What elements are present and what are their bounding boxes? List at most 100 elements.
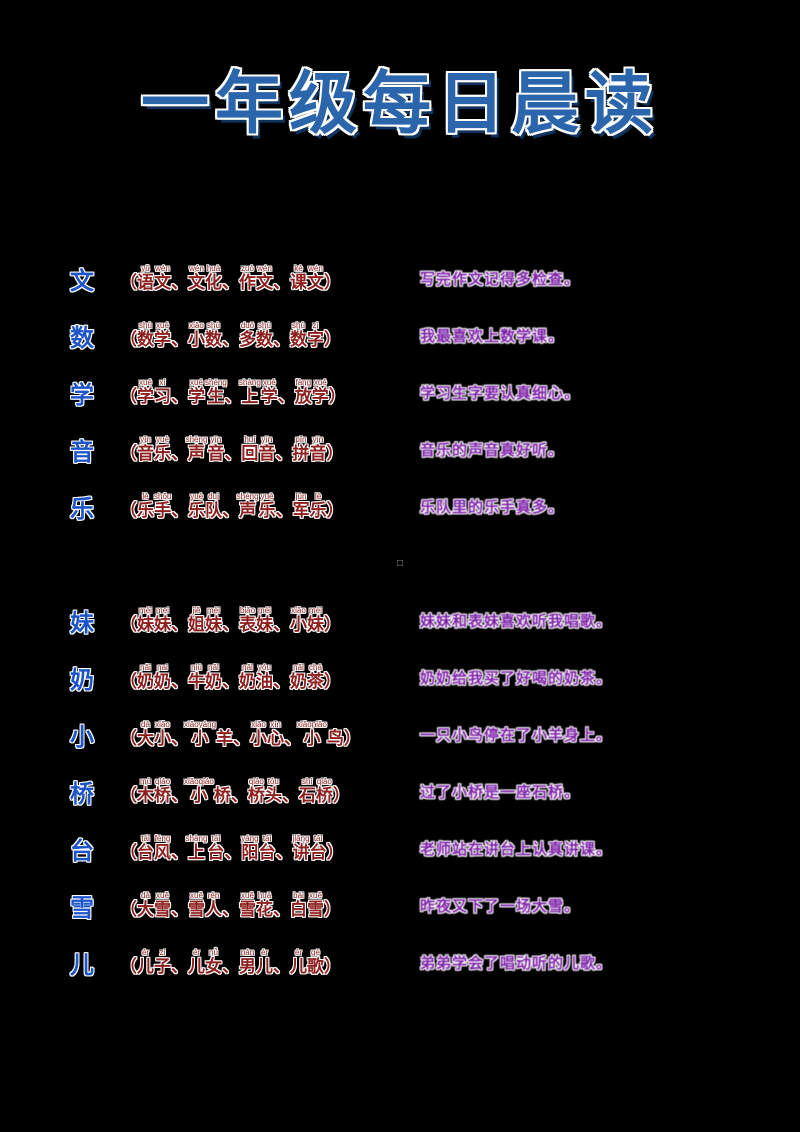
row-char: 妹 bbox=[70, 610, 94, 637]
pinyin: yuè bbox=[154, 435, 171, 444]
word-separator: 、 bbox=[171, 330, 188, 349]
word-char: 奶nǎi bbox=[205, 663, 222, 691]
word-separator: 、 bbox=[222, 615, 239, 634]
word-char: 妹mei bbox=[154, 606, 171, 634]
rows-container: 文（语yǔ文wén、文wén化huà、作zuò文wén、课kè文wén） 写完作文… bbox=[0, 250, 800, 991]
word-separator: 、 bbox=[171, 672, 188, 691]
word: 小xiǎoqiáo桥 bbox=[184, 777, 231, 805]
word: 上shàng台tái bbox=[186, 834, 225, 862]
word: 放fàng学xué bbox=[295, 378, 329, 406]
vocab-row: 小（大dà小xiǎo、小xiǎoyáng羊、小xiǎo心xīn、小xiǎoniǎ… bbox=[0, 706, 800, 763]
word-char: 桥 bbox=[213, 786, 231, 805]
word: 回huí音yīn bbox=[241, 435, 275, 463]
pinyin: wén bbox=[256, 264, 273, 273]
word-char: 头tóu bbox=[264, 777, 282, 805]
pinyin: shí bbox=[298, 777, 316, 786]
word-char: 桥qiáo bbox=[154, 777, 171, 805]
word-char: 声shēng bbox=[236, 492, 259, 520]
word-separator: 、 bbox=[224, 444, 242, 463]
pinyin: zì bbox=[307, 321, 324, 330]
pinyin: jiǎng bbox=[292, 834, 310, 843]
word-group: （学xué习xí、学xué生shēng、上shàng学xué、放fàng学xué… bbox=[120, 378, 420, 407]
pinyin: kè bbox=[290, 264, 307, 273]
pinyin: yáng bbox=[241, 834, 259, 843]
word: 军jūn乐lè bbox=[293, 492, 327, 520]
word-group: （音yīn乐yuè、声shēng音yīn、回huí音yīn、拼pīn音yīn） bbox=[120, 435, 420, 464]
vocab-row: 文（语yǔ文wén、文wén化huà、作zuò文wén、课kè文wén） 写完作文… bbox=[0, 250, 800, 307]
vocab-row: 乐（乐lè手shǒu、乐yuè队duì、声shēng乐yuè、军jūn乐lè）乐… bbox=[0, 478, 800, 535]
open-paren: （ bbox=[120, 672, 137, 691]
word: 石shí桥qiáo bbox=[299, 777, 333, 805]
pinyin: qiáo bbox=[247, 777, 265, 786]
word: 牛niú奶nǎi bbox=[188, 663, 222, 691]
pinyin: chá bbox=[307, 663, 324, 672]
word: 奶nǎi奶nai bbox=[137, 663, 171, 691]
row-char: 小 bbox=[70, 724, 94, 751]
word-separator: 、 bbox=[224, 387, 242, 406]
word: 声shēng音yīn bbox=[185, 435, 225, 463]
pinyin: xuě bbox=[154, 891, 171, 900]
word: 上shàng学xué bbox=[239, 378, 278, 406]
word-char: 桥qiáo bbox=[315, 777, 333, 805]
row-char: 音 bbox=[70, 439, 94, 466]
word-char: 儿ér bbox=[290, 948, 307, 976]
pinyin: xiǎoyáng bbox=[184, 720, 217, 729]
word-char: 妹mèi bbox=[307, 606, 324, 634]
word-group: （大dà雪xuě、雪xuě人rén、雪xuě花huā、白bái雪xuě） bbox=[120, 891, 420, 920]
pinyin: yīn bbox=[258, 435, 276, 444]
pinyin: xué bbox=[311, 378, 329, 387]
pinyin: wén bbox=[307, 264, 324, 273]
word: 拼pīn音yīn bbox=[292, 435, 326, 463]
pinyin: mèi bbox=[307, 606, 324, 615]
open-paren: （ bbox=[120, 786, 137, 805]
pinyin: tóu bbox=[264, 777, 282, 786]
word: 大dà小xiǎo bbox=[137, 720, 171, 748]
word-char: 课kè bbox=[290, 264, 307, 292]
word: 学xué习xí bbox=[137, 378, 171, 406]
pinyin: mei bbox=[154, 606, 171, 615]
word-char: 奶nai bbox=[154, 663, 171, 691]
word-char: 上shàng bbox=[239, 378, 261, 406]
example-sentence: 昨夜又下了一场大雪。 bbox=[420, 898, 581, 915]
word-char: 牛niú bbox=[188, 663, 205, 691]
word-char: 队duì bbox=[205, 492, 223, 520]
close-paren: ） bbox=[324, 615, 341, 634]
row-char: 乐 bbox=[70, 496, 94, 523]
word-separator: 、 bbox=[222, 330, 239, 349]
word-separator: 、 bbox=[171, 273, 188, 292]
vocab-row: 雪（大dà雪xuě、雪xuě人rén、雪xuě花huā、白bái雪xuě） 昨夜又… bbox=[0, 877, 800, 934]
word: 奶nǎi油yóu bbox=[239, 663, 273, 691]
pinyin: yīn bbox=[309, 435, 327, 444]
pinyin: fēng bbox=[154, 834, 171, 843]
word-separator: 、 bbox=[171, 615, 188, 634]
word-char: 雪xuě bbox=[307, 891, 324, 919]
vocab-row: 音（音yīn乐yuè、声shēng音yīn、回huí音yīn、拼pīn音yīn）… bbox=[0, 421, 800, 478]
word-char: 学xué bbox=[311, 378, 329, 406]
word-char: 生shēng bbox=[205, 378, 227, 406]
word-char: 声shēng bbox=[185, 435, 208, 463]
word-char: 儿ér bbox=[188, 948, 205, 976]
word: 姐jiě妹mèi bbox=[188, 606, 222, 634]
word-group: （台tái风fēng、上shàng台tái、阳yáng台tái、讲jiǎng台t… bbox=[120, 834, 420, 863]
word-char: 茶chá bbox=[307, 663, 324, 691]
word-char: 小xiǎoqiáo bbox=[184, 777, 214, 805]
word-char: 奶nǎi bbox=[290, 663, 307, 691]
word-char: 歌gē bbox=[307, 948, 324, 976]
word-char: 习xí bbox=[154, 378, 171, 406]
word-char: 大dà bbox=[137, 891, 154, 919]
pinyin: mèi bbox=[137, 606, 154, 615]
pinyin: ér bbox=[290, 948, 307, 957]
pinyin: rén bbox=[205, 891, 222, 900]
word: 大dà雪xuě bbox=[137, 891, 171, 919]
word-char: 人rén bbox=[205, 891, 222, 919]
open-paren: （ bbox=[120, 273, 137, 292]
pinyin: xiǎo bbox=[188, 321, 205, 330]
word-char: 小xiǎo bbox=[250, 720, 268, 748]
pinyin: shàng bbox=[185, 834, 208, 843]
pinyin: yóu bbox=[256, 663, 273, 672]
pinyin: yuè bbox=[188, 492, 206, 501]
word-char: 雪xuě bbox=[239, 891, 256, 919]
word-char: 数shù bbox=[205, 321, 222, 349]
pinyin: lè bbox=[137, 492, 154, 501]
example-sentence: 奶奶给我买了好喝的奶茶。 bbox=[420, 670, 613, 687]
